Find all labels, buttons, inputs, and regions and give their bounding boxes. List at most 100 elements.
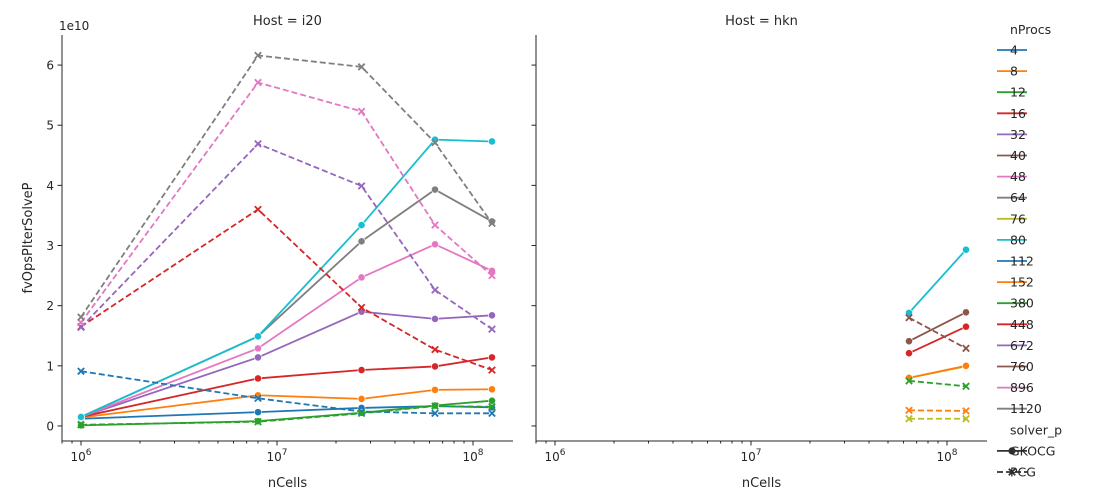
- series-nprocs-80-gkocg: [905, 245, 970, 317]
- legend-item-448: 448: [997, 317, 1034, 332]
- series-line: [80, 356, 493, 418]
- y-axis-label: fvOpsPIterSolveP: [21, 182, 36, 293]
- data-point-x: [357, 63, 366, 71]
- data-point: [357, 394, 366, 403]
- data-point-x: [77, 313, 85, 321]
- legend-title-solver: solver_p: [1010, 422, 1062, 437]
- legend-label: 760: [1010, 359, 1034, 374]
- data-point: [962, 245, 970, 254]
- y-tick-label: 0: [46, 419, 54, 433]
- data-point-x: [488, 402, 496, 411]
- y-tick-label: 3: [46, 239, 54, 253]
- legend-item-gkocg: GKOCG: [997, 443, 1055, 458]
- legend-item-80: 80: [997, 232, 1027, 247]
- legend-item-4: 4: [997, 43, 1027, 58]
- data-point-x: [77, 420, 85, 429]
- data-point-x: [962, 407, 970, 415]
- series-nprocs-152-pcg: [905, 406, 970, 415]
- data-point-x: [962, 414, 970, 423]
- data-point: [431, 240, 439, 249]
- series-line: [908, 364, 967, 379]
- series-nprocs-12-pcg: [77, 402, 496, 429]
- data-point: [431, 314, 439, 323]
- legend-item-380: 380: [997, 296, 1034, 311]
- legend-label: 12: [1010, 85, 1026, 100]
- data-point: [357, 237, 366, 246]
- data-point-x: [488, 271, 496, 280]
- data-point: [254, 374, 262, 383]
- legend-item-40: 40: [997, 148, 1027, 163]
- data-point-x: [488, 325, 496, 333]
- data-point: [962, 361, 970, 370]
- data-point-x: [357, 409, 366, 418]
- y-tick-label: 2: [46, 299, 54, 313]
- legend-item-896: 896: [997, 380, 1034, 395]
- data-point: [254, 344, 262, 353]
- series-nprocs-448-gkocg: [905, 322, 970, 358]
- legend-item-32: 32: [997, 127, 1027, 142]
- data-point: [254, 353, 262, 362]
- data-point: [357, 221, 366, 229]
- data-point-x: [431, 345, 439, 354]
- data-point-x: [254, 78, 262, 87]
- series-nprocs-380-pcg: [905, 377, 970, 391]
- panel-i20: Host = i20 106 107 108 0 1 2 3 4 5 6 nCells fvOpsPIt…: [21, 14, 513, 491]
- panel-hkn: Host = hkn 106 107 108 nCells: [531, 14, 987, 491]
- y-tick-label: 6: [46, 59, 54, 73]
- x-axis-label: nCells: [742, 476, 782, 491]
- legend-label: 64: [1010, 190, 1026, 205]
- data-point-x: [431, 402, 439, 410]
- panel-title-hkn: Host = hkn: [725, 14, 798, 29]
- data-point: [357, 366, 366, 374]
- series-nprocs-760-pcg: [905, 313, 970, 353]
- series-line: [908, 409, 966, 412]
- data-point-x: [357, 303, 366, 312]
- data-point-x: [431, 286, 439, 294]
- legend-label: 672: [1010, 338, 1034, 353]
- legend: nProcs4812163240486476801121523804486727…: [997, 22, 1062, 480]
- legend-item-76: 76: [997, 211, 1027, 226]
- legend-item-16: 16: [997, 106, 1027, 121]
- y-offset-label: 1e10: [59, 19, 89, 33]
- legend-item-48: 48: [997, 169, 1027, 184]
- y-tick-label: 5: [46, 119, 54, 133]
- data-point-x: [962, 382, 970, 391]
- series-line: [908, 311, 967, 342]
- legend-label: 1120: [1010, 401, 1042, 416]
- data-point-x: [254, 51, 262, 60]
- data-point-x: [254, 140, 262, 148]
- legend-label: 380: [1010, 296, 1034, 311]
- data-point-x: [488, 409, 496, 418]
- x-tick-label: 107: [740, 448, 761, 464]
- legend-item-64: 64: [997, 190, 1027, 205]
- data-point: [488, 385, 496, 394]
- legend-label: 448: [1010, 317, 1034, 332]
- legend-item-pcg: PCG: [997, 465, 1036, 480]
- data-point: [431, 385, 439, 394]
- data-point: [254, 332, 262, 341]
- legend-label: 152: [1010, 275, 1034, 290]
- series-nprocs-16-pcg: [77, 205, 496, 374]
- series-nprocs-32-pcg: [77, 140, 496, 333]
- legend-item-672: 672: [997, 338, 1034, 353]
- x-tick-label: 106: [70, 448, 91, 464]
- data-point-x: [905, 406, 913, 415]
- data-point-x: [962, 344, 970, 353]
- series-line: [908, 316, 967, 350]
- data-point-x: [77, 367, 85, 376]
- data-point-x: [254, 417, 262, 426]
- data-point-x: [357, 182, 366, 190]
- legend-label: 4: [1010, 43, 1018, 58]
- data-point: [962, 322, 970, 331]
- data-point-x: [905, 313, 913, 322]
- legend-label: 896: [1010, 380, 1034, 395]
- data-point: [905, 349, 913, 358]
- legend-label: 48: [1010, 169, 1026, 184]
- legend-label: 112: [1010, 254, 1034, 269]
- series-line: [908, 249, 967, 314]
- series-nprocs-64-pcg: [77, 51, 496, 321]
- series-line: [908, 325, 967, 354]
- series-nprocs-80-gkocg: [77, 135, 496, 421]
- legend-item-12: 12: [997, 85, 1027, 100]
